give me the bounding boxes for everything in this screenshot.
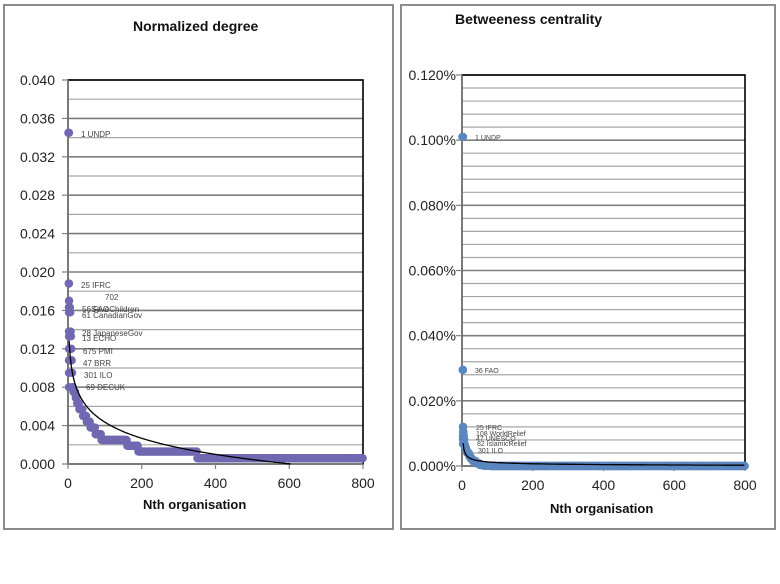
y-tick-label: 0.120% — [409, 67, 456, 83]
x-tick-label: 400 — [592, 477, 616, 493]
data-label: 36 FAO — [475, 368, 499, 375]
y-tick-label: 0.000% — [409, 458, 456, 474]
x-axis-label-normalized-degree: Nth organisation — [143, 497, 247, 512]
annotated-point — [458, 132, 468, 142]
data-label: 702 — [105, 293, 119, 302]
x-tick-label: 400 — [204, 475, 228, 491]
data-label: 1 UNDP — [475, 135, 501, 142]
data-label: 82 IslamicRelief — [477, 441, 526, 448]
data-point — [90, 423, 100, 432]
x-tick-label: 600 — [663, 477, 687, 493]
annotated-point — [64, 296, 74, 305]
y-tick-label: 0.016 — [20, 302, 55, 318]
data-label: 28 JapaneseGov — [82, 329, 143, 338]
x-tick-label: 0 — [64, 475, 72, 491]
annotated-point — [458, 365, 468, 375]
y-tick-label: 0.020 — [20, 264, 55, 280]
y-tick-label: 0.100% — [409, 132, 456, 148]
x-tick-label: 200 — [521, 477, 545, 493]
y-tick-label: 0.020% — [409, 393, 456, 409]
y-tick-label: 0.080% — [409, 197, 456, 213]
annotated-point — [64, 128, 74, 137]
y-tick-label: 0.008 — [20, 379, 55, 395]
y-tick-label: 0.060% — [409, 263, 456, 279]
data-label: 301 ILO — [84, 371, 112, 380]
y-tick-label: 0.024 — [20, 226, 55, 242]
annotated-point — [64, 332, 74, 341]
data-label: 56 FAO — [82, 305, 109, 314]
data-label: 47 UNESCO — [476, 436, 516, 443]
data-label: 675 PMI — [83, 347, 113, 356]
y-tick-label: 0.028 — [20, 187, 55, 203]
data-label: 1 UNDP — [81, 130, 110, 139]
data-label: 13 ECHO — [82, 334, 116, 343]
annotated-point — [64, 308, 74, 317]
data-points — [458, 132, 749, 471]
annotated-point — [64, 383, 74, 392]
x-tick-label: 0 — [458, 477, 466, 493]
annotated-point — [64, 279, 74, 288]
y-tick-label: 0.004 — [20, 418, 55, 434]
chart-title-betweenness-centrality: Betweeness centrality — [455, 11, 603, 27]
data-label: 25 IFRC — [476, 425, 502, 432]
annotated-point — [64, 344, 74, 353]
x-tick-label: 200 — [130, 475, 154, 491]
normalized-degree-plot: 0.000 0.004 0.008 0.012 0.016 0.020 0.024 0.028… — [20, 72, 375, 491]
data-label: 108 WorldRelief — [476, 431, 526, 438]
data-point — [78, 405, 87, 414]
data-points — [64, 128, 367, 463]
trendline — [462, 443, 745, 466]
x-tick-label: 600 — [278, 475, 302, 491]
chart-title-normalized-degree: Normalized degree — [133, 18, 259, 34]
data-label: 301 ILO — [478, 448, 503, 455]
data-label: 47 BRR — [83, 359, 111, 368]
x-tick-label: 800 — [351, 475, 375, 491]
y-tick-label: 0.000 — [20, 456, 55, 472]
y-tick-label: 0.012 — [20, 341, 55, 357]
trendline — [68, 340, 291, 465]
annotated-point — [64, 368, 74, 377]
x-tick-label: 800 — [733, 477, 757, 493]
betweenness-centrality-plot: 0.000% 0.020% 0.040% 0.060% 0.080% 0.100% 0.12… — [409, 67, 757, 493]
y-tick-label: 0.032 — [20, 149, 55, 165]
data-label: 61 CanadianGov — [82, 311, 142, 320]
data-label: 69 DECUK — [86, 383, 126, 392]
data-label: 25 IFRC — [81, 281, 111, 290]
y-tick-label: 0.036 — [20, 110, 55, 126]
y-tick-label: 0.040% — [409, 328, 456, 344]
data-label: SaveChildren — [91, 305, 139, 314]
data-point — [358, 454, 367, 463]
y-tick-label: 0.040 — [20, 72, 55, 88]
x-axis-label-betweenness-centrality: Nth organisation — [550, 501, 654, 516]
data-point — [740, 461, 749, 471]
